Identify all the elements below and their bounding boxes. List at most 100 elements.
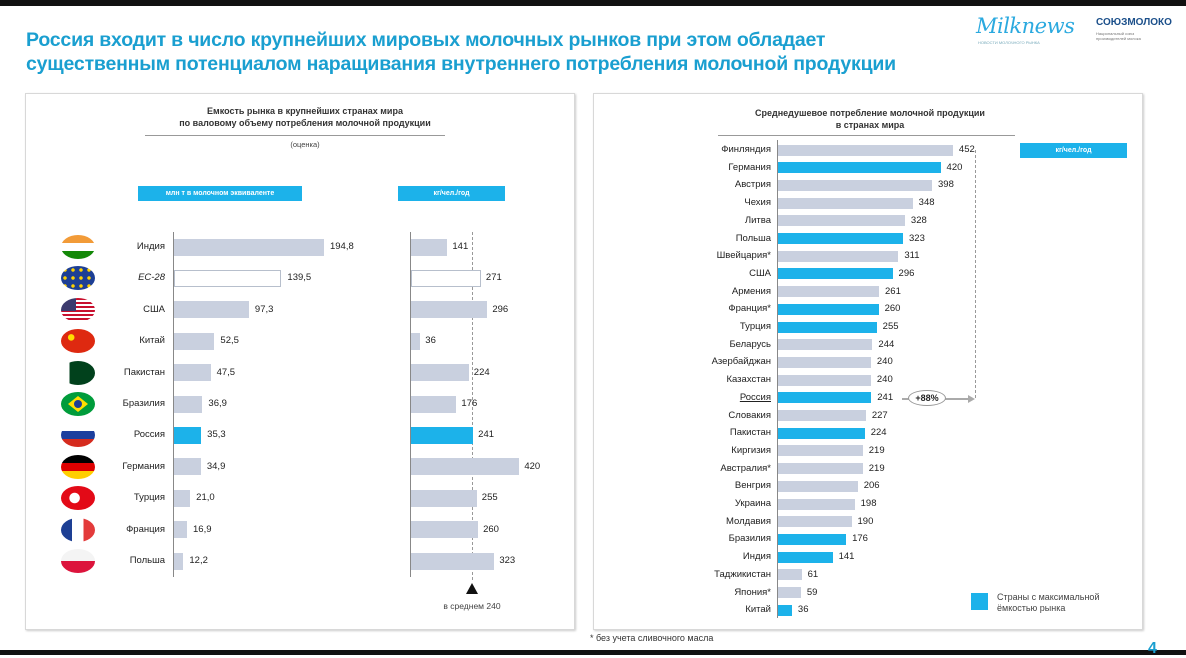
consumption-value: 244 bbox=[878, 338, 895, 350]
consumption-value: 296 bbox=[898, 267, 915, 279]
brazil-globe bbox=[74, 400, 82, 408]
page-title: Россия входит в число крупнейших мировых… bbox=[26, 28, 946, 76]
country-label: Чехия bbox=[744, 197, 771, 209]
country-label: Россия bbox=[739, 391, 771, 403]
country-label: Армения bbox=[731, 285, 771, 297]
title-line-2: существенным потенциалом наращивания вну… bbox=[26, 53, 896, 75]
consumption-bar bbox=[778, 587, 801, 598]
per-capita-bar bbox=[411, 332, 421, 350]
country-label: Пакистан bbox=[729, 427, 771, 439]
growth-annotation: +88% bbox=[908, 389, 946, 406]
soyuzmoloko-logo: СОЮЗМОЛОКО bbox=[1096, 17, 1172, 28]
market-size-value: 36,9 bbox=[208, 398, 227, 409]
legend-swatch bbox=[971, 593, 988, 610]
category-label: Германия bbox=[122, 460, 165, 472]
consumption-value: 328 bbox=[910, 214, 927, 226]
category-label: Китай bbox=[139, 335, 165, 347]
consumption-value: 59 bbox=[806, 586, 818, 598]
per-capita-bar bbox=[411, 458, 520, 476]
consumption-value: 260 bbox=[884, 303, 901, 315]
title-line-1: Россия входит в число крупнейших мировых… bbox=[26, 29, 826, 51]
unit-tag-right: кг/чел./год bbox=[398, 186, 505, 201]
market-size-value: 97,3 bbox=[254, 303, 274, 315]
country-label: Бразилия bbox=[728, 533, 771, 545]
country-label: Молдавия bbox=[726, 515, 771, 527]
category-label: Франция bbox=[126, 523, 165, 535]
market-size-bar bbox=[174, 489, 191, 507]
category-label: Турция bbox=[133, 492, 165, 504]
market-size-value: 139,5 bbox=[287, 272, 312, 284]
consumption-value: 227 bbox=[871, 409, 888, 421]
consumption-bar bbox=[778, 392, 872, 404]
consumption-bar bbox=[778, 233, 903, 244]
flag-eu-icon bbox=[61, 266, 95, 291]
consumption-bar bbox=[778, 268, 893, 280]
legend-label: Страны с максимальной ёмкостью рынка bbox=[997, 592, 1100, 613]
per-capita-value: 271 bbox=[485, 272, 502, 284]
per-capita-value: 241 bbox=[478, 429, 495, 441]
country-label: Азербайджан bbox=[711, 356, 771, 368]
consumption-bar bbox=[778, 250, 899, 262]
country-label: Украина bbox=[734, 498, 771, 509]
consumption-bar bbox=[778, 604, 792, 616]
consumption-bar bbox=[778, 480, 858, 492]
consumption-value: 36 bbox=[797, 604, 809, 616]
market-size-bar bbox=[174, 521, 187, 539]
consumption-value: 61 bbox=[807, 568, 819, 580]
consumption-value: 261 bbox=[885, 285, 901, 297]
per-capita-value: 296 bbox=[492, 303, 509, 315]
axis-left bbox=[173, 232, 174, 577]
flag-india-icon bbox=[61, 235, 95, 259]
market-size-value: 21,0 bbox=[196, 492, 215, 504]
consumption-bar bbox=[778, 321, 877, 333]
market-size-bar bbox=[174, 426, 202, 444]
consumption-bar bbox=[778, 339, 873, 351]
flag-russia-icon bbox=[61, 423, 95, 448]
consumption-bar bbox=[778, 498, 855, 510]
page-number: 4 bbox=[1148, 640, 1157, 657]
country-label: Беларусь bbox=[729, 338, 771, 350]
market-size-bar bbox=[174, 364, 211, 382]
consumption-bar bbox=[778, 463, 863, 475]
category-label: Бразилия bbox=[122, 398, 165, 409]
market-size-value: 12,2 bbox=[189, 555, 208, 566]
per-capita-value: 255 bbox=[481, 492, 498, 504]
flag-poland-icon bbox=[61, 549, 95, 573]
market-size-bar bbox=[174, 458, 201, 476]
title-divider-right bbox=[718, 135, 1015, 136]
per-capita-value: 224 bbox=[473, 366, 490, 378]
consumption-bar bbox=[778, 144, 953, 156]
consumption-value: 255 bbox=[882, 321, 899, 332]
country-label: Австрия bbox=[734, 179, 771, 191]
arrow-right-icon bbox=[968, 394, 975, 403]
consumption-bar bbox=[778, 551, 833, 563]
left-subtitle: (оценка) bbox=[290, 140, 320, 149]
consumption-value: 240 bbox=[876, 356, 893, 368]
market-size-value: 47,5 bbox=[216, 366, 236, 378]
right-title-l2: в странах мира bbox=[835, 120, 905, 130]
flag-brazil-icon bbox=[61, 392, 95, 416]
consumption-bar bbox=[778, 569, 802, 581]
market-size-bar bbox=[174, 301, 249, 319]
consumption-value: 219 bbox=[868, 444, 885, 456]
category-label: ЕС-28 bbox=[138, 272, 165, 284]
milknews-logo-sub: НОВОСТИ МОЛОЧНОГО РЫНКА bbox=[978, 40, 1040, 45]
consumption-bar bbox=[778, 410, 866, 421]
per-capita-value: 36 bbox=[425, 335, 436, 347]
flag-china-icon bbox=[61, 329, 95, 354]
soyuzmoloko-logo-sub: Национальный союз производителей молока bbox=[1096, 31, 1141, 41]
per-capita-bar bbox=[411, 489, 477, 507]
country-label: Венгрия bbox=[734, 480, 771, 492]
country-label: Швейцария* bbox=[716, 250, 771, 262]
market-size-value: 194,8 bbox=[329, 241, 354, 252]
country-label: Казахстан bbox=[726, 374, 771, 386]
left-chart-title: Емкость рынка в крупнейших странах мира п… bbox=[125, 105, 485, 129]
consumption-value: 198 bbox=[860, 498, 877, 509]
consumption-bar bbox=[778, 162, 941, 174]
country-label: Литва bbox=[744, 214, 771, 226]
country-label: Турция bbox=[739, 321, 771, 332]
category-label: Пакистан bbox=[123, 366, 165, 378]
consumption-bar bbox=[778, 303, 879, 315]
average-triangle-icon bbox=[466, 583, 478, 594]
market-size-bar bbox=[174, 269, 282, 287]
